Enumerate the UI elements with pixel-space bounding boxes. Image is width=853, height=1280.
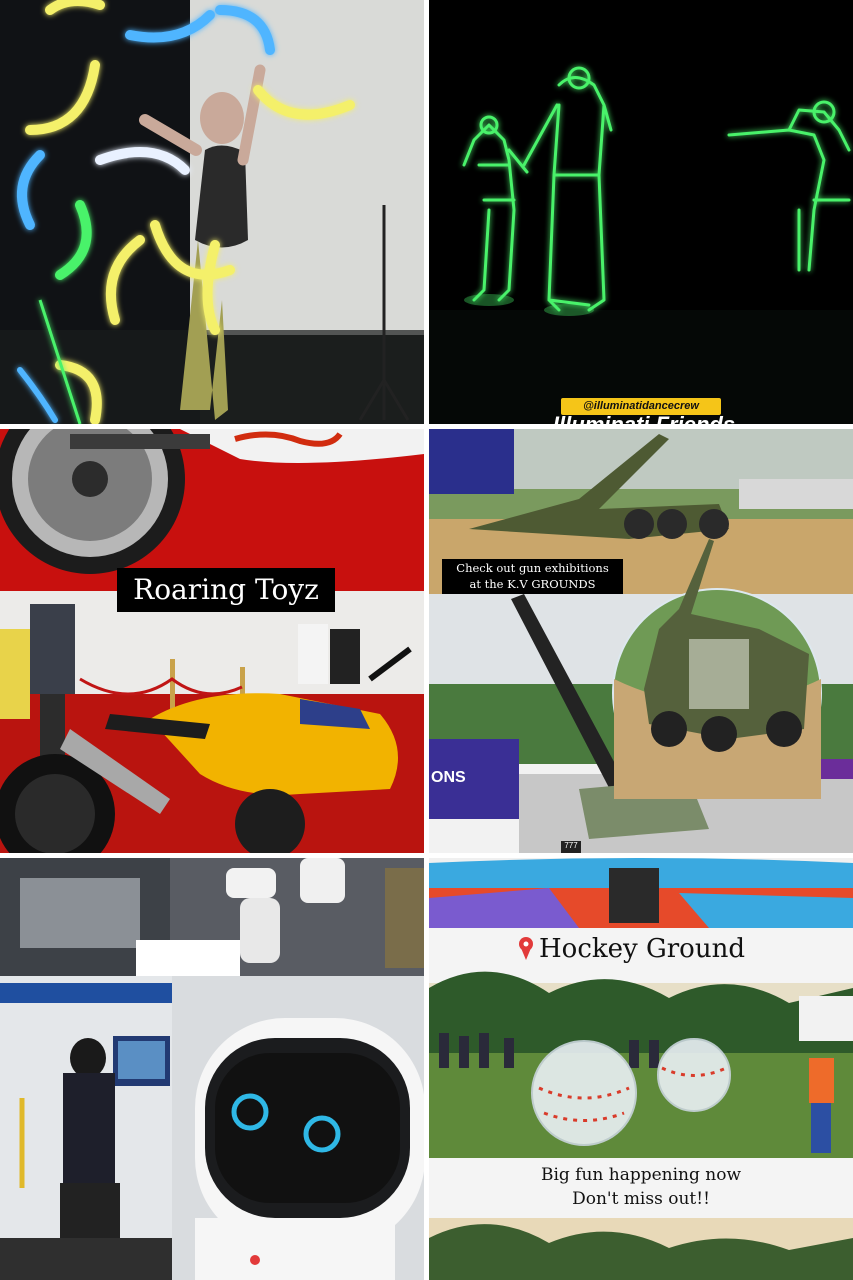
banner-text: ONS — [431, 769, 466, 786]
vehicle-number: 777 — [561, 841, 581, 853]
instagram-handle: @illuminatidancecrew — [561, 398, 721, 415]
led-performer-scene — [0, 0, 424, 424]
zorb-caption-line1: Big fun happening now — [540, 1165, 742, 1185]
dance-crew-caption: Illuminati Friends — [499, 414, 789, 424]
location-pin-icon — [519, 937, 533, 960]
photo-zorb-balls: Hockey Ground Big fun happening now Don'… — [429, 858, 853, 1280]
photo-robots — [0, 858, 424, 1280]
superbikes-scene — [0, 429, 424, 853]
gun-exhibition-caption: Check out gun exhibitions at the K.V GRO… — [442, 559, 623, 594]
roaring-toyz-caption: Roaring Toyz — [117, 568, 335, 612]
zorb-caption-line2: Don't miss out!! — [572, 1189, 710, 1209]
gun-exhibition-scene — [429, 429, 853, 853]
glow-dance-scene — [429, 0, 853, 424]
hockey-ground-title: Hockey Ground — [539, 934, 745, 964]
photo-superbikes: Roaring Toyz — [0, 429, 424, 853]
photo-gun-exhibition: Check out gun exhibitions at the K.V GRO… — [429, 429, 853, 853]
zorb-caption: Big fun happening now Don't miss out!! — [499, 1163, 783, 1213]
gun-caption-line2: at the K.V GROUNDS — [469, 577, 596, 591]
robots-scene — [0, 858, 424, 1280]
gun-caption-line1: Check out gun exhibitions — [456, 561, 609, 575]
zorb-balls-scene — [429, 858, 853, 1280]
photo-glow-dance-crew: @illuminatidancecrew Illuminati Friends — [429, 0, 853, 424]
photo-led-performer — [0, 0, 424, 424]
